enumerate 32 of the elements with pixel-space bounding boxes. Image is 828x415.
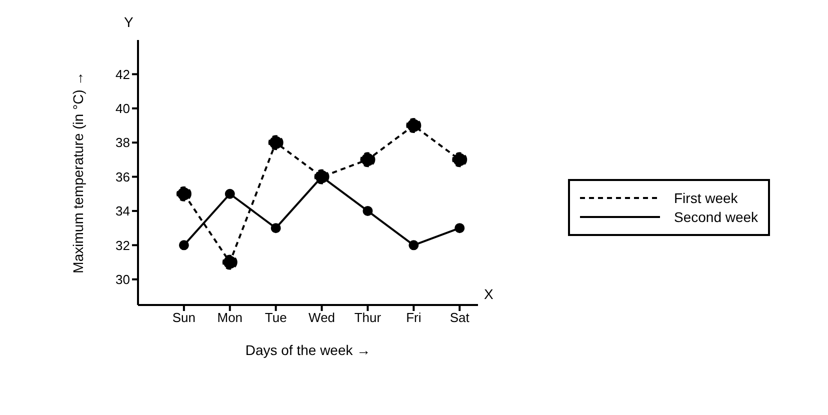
y-tick-label: 42 <box>116 66 130 82</box>
y-tick-label: 32 <box>116 238 130 253</box>
point <box>270 223 281 234</box>
point <box>406 118 422 133</box>
point <box>178 240 189 250</box>
point <box>222 254 238 270</box>
y-axis-title: Maximum temperature (in °C) → <box>70 72 86 274</box>
x-tick-label: Mon <box>217 310 243 326</box>
x-tick-label: Sun <box>172 310 196 326</box>
point <box>360 152 376 168</box>
y-tick-label: 34 <box>116 204 130 219</box>
x-tick-label: Tue <box>264 310 287 326</box>
x-tick-label: Sat <box>450 310 470 326</box>
point <box>452 152 468 168</box>
text: X <box>484 286 494 302</box>
y-tick-label: 38 <box>116 135 130 150</box>
text: Second week <box>674 209 758 225</box>
point <box>224 188 235 199</box>
point <box>176 186 192 202</box>
point <box>362 206 373 216</box>
text: First week <box>674 190 738 206</box>
text: Y <box>124 14 134 30</box>
y-tick-label: 30 <box>116 272 130 287</box>
point <box>454 223 465 234</box>
y-tick-label: 36 <box>116 169 130 184</box>
x-tick-label: Fri <box>406 310 422 326</box>
point <box>408 240 419 250</box>
x-tick-label: Wed <box>308 310 336 326</box>
point <box>268 135 284 150</box>
y-tick-label: 40 <box>116 101 130 116</box>
x-tick-label: Thur <box>354 310 382 326</box>
x-axis-title: Days of the week → <box>245 342 371 358</box>
